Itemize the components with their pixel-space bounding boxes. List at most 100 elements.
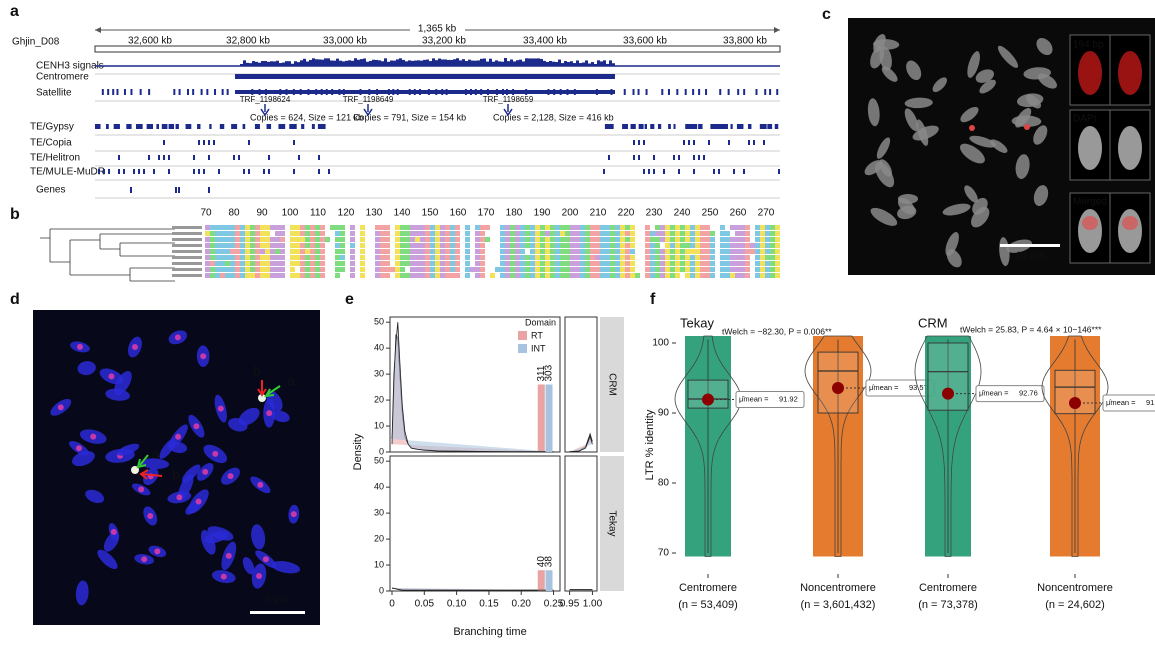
chromosome bbox=[969, 135, 997, 148]
alignment-cell bbox=[465, 255, 470, 260]
alignment-cell bbox=[395, 249, 400, 254]
alignment-cell bbox=[290, 243, 295, 248]
alignment-cell bbox=[680, 243, 685, 248]
chromosome bbox=[960, 106, 979, 123]
te-mark bbox=[208, 140, 210, 145]
alignment-cell bbox=[245, 267, 250, 272]
alignment-cell bbox=[450, 243, 455, 248]
alignment-cell bbox=[265, 231, 270, 236]
alignment-cell bbox=[400, 237, 405, 242]
alignment-cell bbox=[220, 255, 225, 260]
alignment-cell bbox=[365, 249, 370, 254]
alignment-cell bbox=[490, 261, 495, 266]
alignment-cell bbox=[560, 237, 565, 242]
alignment-cell bbox=[300, 273, 305, 278]
facet-strip bbox=[600, 456, 624, 591]
alignment-cell bbox=[655, 273, 660, 278]
alignment-cell bbox=[520, 231, 525, 236]
alignment-cell bbox=[435, 243, 440, 248]
alignment-cell bbox=[280, 243, 285, 248]
gypsy-mark bbox=[106, 124, 109, 129]
te-mark bbox=[168, 169, 170, 174]
alignment-cell bbox=[310, 267, 315, 272]
cenh3-bump bbox=[363, 58, 366, 66]
alignment-cell bbox=[430, 267, 435, 272]
legend-label: RT bbox=[531, 330, 543, 340]
alignment-cell bbox=[520, 255, 525, 260]
alignment-cell bbox=[420, 249, 425, 254]
alignment-cell bbox=[705, 267, 710, 272]
alignment-cell bbox=[215, 249, 220, 254]
cenh3-bump bbox=[462, 59, 465, 66]
alignment-cell bbox=[435, 231, 440, 236]
alignment-cell bbox=[355, 243, 360, 248]
gypsy-mark bbox=[759, 124, 767, 129]
alignment-cell bbox=[405, 249, 410, 254]
cenh3-bump bbox=[429, 61, 432, 66]
alignment-cell bbox=[275, 243, 280, 248]
alignment-cell bbox=[580, 237, 585, 242]
alignment-cell bbox=[520, 243, 525, 248]
signal bbox=[195, 498, 202, 505]
cenh3-bump bbox=[426, 59, 429, 66]
group-label: Centromere bbox=[679, 582, 737, 594]
alignment-cell bbox=[415, 243, 420, 248]
alignment-cell bbox=[600, 225, 605, 230]
violin bbox=[1041, 335, 1109, 557]
alignment-cell bbox=[690, 225, 695, 230]
alignment-cell bbox=[250, 267, 255, 272]
alignment-cell bbox=[665, 249, 670, 254]
alignment-cell bbox=[275, 249, 280, 254]
position-label: 250 bbox=[702, 208, 719, 219]
satellite-mark bbox=[123, 89, 126, 95]
alignment-cell bbox=[360, 237, 365, 242]
alignment-cell bbox=[535, 261, 540, 266]
alignment-cell bbox=[510, 231, 515, 236]
alignment-cell bbox=[615, 243, 620, 248]
alignment-cell bbox=[350, 225, 355, 230]
gypsy-mark bbox=[715, 124, 724, 129]
alignment-cell bbox=[260, 267, 265, 272]
y-tick-label: 10 bbox=[374, 559, 384, 569]
te-mark bbox=[608, 155, 610, 160]
alignment-cell bbox=[530, 231, 535, 236]
alignment-cell bbox=[320, 231, 325, 236]
alignment-cell bbox=[635, 249, 640, 254]
alignment-cell bbox=[755, 225, 760, 230]
position-label: 120 bbox=[338, 208, 355, 219]
cenh3-bump bbox=[375, 59, 378, 66]
satellite-mark bbox=[727, 89, 730, 95]
cenh3-bump bbox=[522, 61, 525, 66]
alignment-cell bbox=[255, 225, 260, 230]
alignment-cell bbox=[535, 237, 540, 242]
alignment-cell bbox=[560, 261, 565, 266]
signal bbox=[76, 343, 83, 350]
signal bbox=[1024, 124, 1030, 130]
alignment-cell bbox=[235, 249, 240, 254]
gypsy-mark bbox=[301, 124, 305, 129]
alignment-cell bbox=[730, 273, 735, 278]
satellite-mark bbox=[755, 89, 758, 95]
alignment-cell bbox=[745, 237, 750, 242]
repeat-info: Copies = 2,128, Size = 416 kb bbox=[493, 112, 614, 122]
cenh3-bump bbox=[441, 59, 444, 66]
alignment-cell bbox=[420, 243, 425, 248]
alignment-cell bbox=[440, 237, 445, 242]
signal bbox=[225, 552, 232, 559]
alignment-cell bbox=[610, 249, 615, 254]
alignment-cell bbox=[585, 243, 590, 248]
satellite-mark bbox=[632, 89, 635, 95]
alignment-cell bbox=[665, 225, 670, 230]
alignment-cell bbox=[595, 237, 600, 242]
alignment-cell bbox=[480, 255, 485, 260]
alignment-cell bbox=[680, 225, 685, 230]
alignment-cell bbox=[685, 261, 690, 266]
alignment-cell bbox=[370, 225, 375, 230]
alignment-cell bbox=[575, 237, 580, 242]
alignment-cell bbox=[470, 261, 475, 266]
alignment-cell bbox=[500, 255, 505, 260]
alignment-cell bbox=[695, 261, 700, 266]
alignment-cell bbox=[635, 243, 640, 248]
alignment-cell bbox=[690, 255, 695, 260]
gypsy-mark bbox=[638, 124, 644, 129]
